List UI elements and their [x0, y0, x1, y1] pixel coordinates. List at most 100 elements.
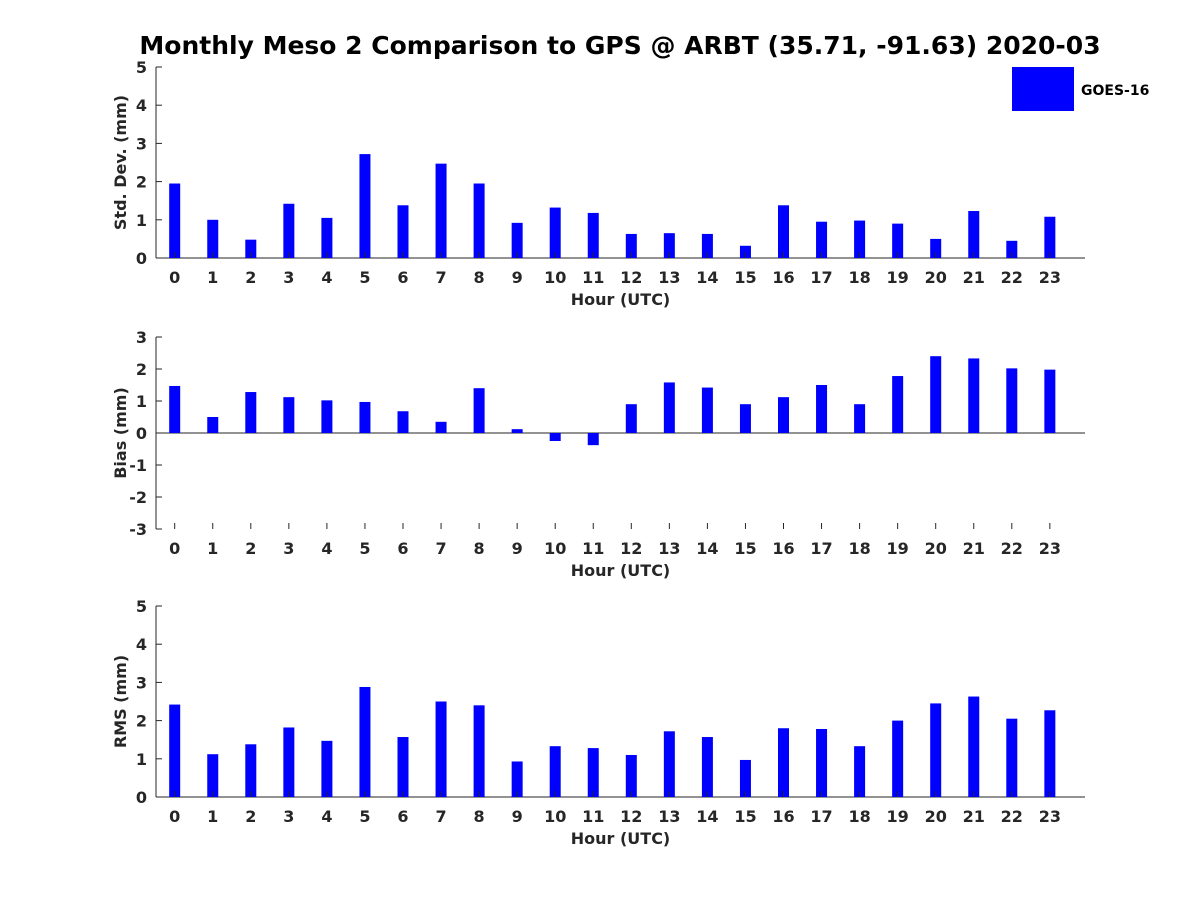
y-tick-label: -3 — [129, 520, 147, 539]
x-tick-label: 14 — [696, 807, 718, 826]
bar-hour-19 — [892, 223, 904, 258]
y-tick-label: 2 — [136, 173, 147, 192]
x-tick-label: 21 — [963, 539, 985, 558]
x-tick-label: 20 — [925, 807, 947, 826]
y-tick-label: 0 — [136, 424, 147, 443]
x-tick-label: 14 — [696, 539, 718, 558]
bar-hour-4 — [321, 217, 333, 258]
x-tick-label: 7 — [435, 268, 446, 287]
x-tick-label: 21 — [963, 807, 985, 826]
legend-label: GOES-16 — [1081, 83, 1149, 99]
bar-hour-18 — [854, 746, 866, 797]
bar-hour-8 — [473, 183, 485, 258]
x-tick-label: 7 — [435, 539, 446, 558]
x-tick-label: 11 — [582, 807, 604, 826]
bar-hour-5 — [359, 686, 371, 797]
bar-hour-15 — [739, 245, 751, 258]
legend: GOES-16 — [1012, 67, 1149, 111]
bar-hour-17 — [816, 221, 828, 258]
bar-hour-15 — [739, 759, 751, 797]
x-tick-label: 5 — [359, 539, 370, 558]
bar-hour-16 — [778, 397, 789, 433]
x-tick-label: 21 — [963, 268, 985, 287]
x-tick-label: 19 — [887, 807, 909, 826]
y-axis-label: Std. Dev. (mm) — [111, 95, 130, 230]
bar-hour-2 — [245, 392, 257, 433]
bar-hour-7 — [435, 421, 447, 433]
y-tick-label: 2 — [136, 360, 147, 379]
x-tick-label: 18 — [848, 539, 870, 558]
x-tick-label: 10 — [544, 539, 566, 558]
x-tick-label: 8 — [474, 539, 485, 558]
bar-hour-20 — [930, 356, 942, 433]
bar-hour-13 — [663, 233, 675, 258]
x-tick-label: 16 — [772, 268, 794, 287]
chart-title: Monthly Meso 2 Comparison to GPS @ ARBT … — [139, 31, 1100, 60]
bar-hour-11 — [587, 212, 599, 258]
bar-hour-16 — [778, 728, 789, 797]
bar-hour-23 — [1044, 710, 1056, 797]
bar-hour-8 — [473, 705, 485, 797]
y-tick-label: 2 — [136, 712, 147, 731]
bar-hour-20 — [930, 703, 942, 797]
bar-hour-0 — [169, 183, 181, 258]
x-tick-label: 2 — [245, 268, 256, 287]
x-tick-label: 19 — [887, 539, 909, 558]
x-tick-label: 4 — [321, 539, 332, 558]
bar-hour-11 — [587, 433, 599, 446]
bar-hour-23 — [1044, 216, 1056, 258]
bar-hour-14 — [701, 737, 713, 797]
x-tick-label: 9 — [512, 807, 523, 826]
bar-hour-3 — [283, 203, 295, 258]
x-tick-label: 6 — [397, 807, 408, 826]
bar-hour-10 — [549, 433, 561, 441]
x-tick-label: 3 — [283, 807, 294, 826]
x-tick-label: 5 — [359, 268, 370, 287]
x-axis-label: Hour (UTC) — [571, 561, 671, 580]
x-tick-label: 16 — [772, 539, 794, 558]
y-tick-label: 3 — [136, 673, 147, 692]
x-tick-label: 13 — [658, 807, 680, 826]
x-axis-label: Hour (UTC) — [571, 290, 671, 309]
x-tick-label: 15 — [734, 539, 756, 558]
x-tick-label: 19 — [887, 268, 909, 287]
x-tick-label: 12 — [620, 539, 642, 558]
x-tick-label: 15 — [734, 268, 756, 287]
bar-hour-5 — [359, 401, 371, 433]
x-tick-label: 2 — [245, 807, 256, 826]
x-tick-label: 10 — [544, 807, 566, 826]
x-tick-label: 3 — [283, 539, 294, 558]
bar-hour-14 — [701, 233, 713, 258]
x-tick-label: 0 — [169, 268, 180, 287]
x-tick-label: 3 — [283, 268, 294, 287]
x-tick-label: 20 — [925, 539, 947, 558]
bar-hour-6 — [397, 411, 409, 433]
x-tick-label: 1 — [207, 268, 218, 287]
bar-hour-7 — [435, 701, 447, 797]
x-tick-label: 1 — [207, 807, 218, 826]
x-tick-label: 6 — [397, 539, 408, 558]
bar-hour-15 — [739, 404, 751, 433]
x-tick-label: 8 — [474, 807, 485, 826]
x-tick-label: 16 — [772, 807, 794, 826]
bar-hour-5 — [359, 154, 371, 258]
y-tick-label: 1 — [136, 750, 147, 769]
bar-hour-12 — [625, 233, 637, 258]
bar-hour-16 — [778, 205, 789, 258]
legend-swatch — [1012, 67, 1074, 111]
bar-hour-21 — [968, 211, 980, 258]
bar-hour-2 — [245, 239, 257, 258]
x-tick-label: 15 — [734, 807, 756, 826]
bar-hour-0 — [169, 385, 181, 433]
x-tick-label: 20 — [925, 268, 947, 287]
bar-hour-17 — [816, 729, 828, 797]
x-tick-label: 13 — [658, 539, 680, 558]
y-axis-label: RMS (mm) — [111, 655, 130, 748]
bar-hour-12 — [625, 754, 637, 797]
x-tick-label: 18 — [848, 268, 870, 287]
x-tick-label: 23 — [1039, 807, 1061, 826]
y-tick-label: 5 — [136, 597, 147, 616]
